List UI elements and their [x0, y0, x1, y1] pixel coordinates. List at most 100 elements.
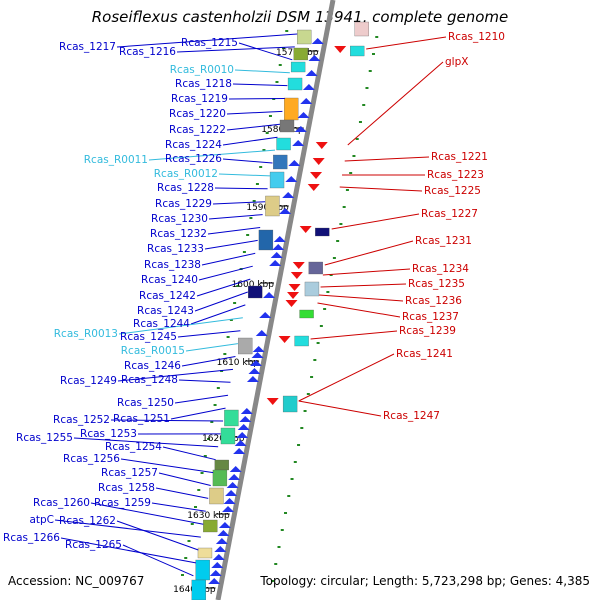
- reverse-gene-arrow: [288, 284, 301, 291]
- gene-block: [294, 335, 309, 347]
- left-gene-label: Rcas_1249: [60, 375, 117, 387]
- tick-mark-right: [358, 121, 362, 123]
- tick-mark-right: [345, 189, 349, 191]
- forward-gene-arrow: [282, 192, 295, 198]
- tick-mark-right: [342, 206, 346, 208]
- tick-mark-right: [313, 359, 317, 361]
- leader-line: [234, 69, 290, 74]
- tick-mark-left: [213, 404, 217, 406]
- forward-gene-arrow: [273, 236, 286, 242]
- tick-mark-right: [310, 376, 314, 378]
- forward-gene-arrow: [246, 376, 259, 382]
- gene-block: [212, 469, 228, 487]
- right-gene-label: Rcas_1234: [412, 263, 469, 275]
- leader-line: [222, 136, 278, 146]
- topology-summary: Topology: circular; Length: 5,723,298 bp…: [260, 574, 590, 588]
- leader-line: [116, 520, 199, 551]
- leader-line: [178, 379, 231, 383]
- leader-line: [177, 330, 241, 338]
- gene-block: [209, 487, 224, 505]
- right-gene-label: Rcas_1241: [396, 348, 453, 360]
- leader-line: [226, 123, 280, 131]
- gene-block: [350, 45, 365, 57]
- tick-mark-left: [259, 166, 263, 168]
- tick-mark-right: [336, 240, 340, 242]
- forward-gene-arrow: [228, 474, 241, 480]
- left-gene-label: Rcas_1254: [105, 441, 162, 453]
- left-gene-label: Rcas_1243: [137, 305, 194, 317]
- tick-mark-right: [280, 529, 284, 531]
- left-gene-label: Rcas_1252: [53, 414, 110, 426]
- leader-line: [194, 291, 248, 312]
- tick-mark-left: [249, 217, 253, 219]
- leader-line: [204, 239, 258, 250]
- forward-gene-arrow: [208, 578, 221, 584]
- left-gene-label: Rcas_R0011: [84, 154, 148, 166]
- left-gene-label: Rcas_1240: [141, 274, 198, 286]
- left-gene-label: Rcas_1255: [16, 432, 73, 444]
- left-gene-label: Rcas_1259: [94, 497, 151, 509]
- forward-gene-arrow: [222, 506, 235, 512]
- gene-block: [284, 97, 299, 121]
- gene-block: [214, 459, 229, 471]
- tick-mark-right: [277, 546, 281, 548]
- tick-mark-left: [242, 251, 246, 253]
- reverse-gene-arrow: [334, 46, 347, 53]
- forward-gene-arrow: [240, 408, 253, 414]
- tick-mark-right: [297, 444, 301, 446]
- leader-line: [298, 400, 382, 417]
- gene-block: [248, 285, 263, 299]
- leader-line: [122, 544, 194, 577]
- tick-mark-right: [287, 495, 291, 497]
- gene-block: [195, 559, 210, 581]
- reverse-gene-arrow: [292, 262, 305, 269]
- tick-mark-right: [274, 563, 278, 565]
- forward-gene-arrow: [269, 260, 282, 266]
- tick-mark-right: [306, 393, 310, 395]
- leader-line: [214, 187, 268, 190]
- backbone: [215, 0, 336, 600]
- reverse-gene-arrow: [278, 336, 291, 343]
- forward-gene-arrow: [311, 38, 324, 44]
- leader-line: [155, 487, 209, 499]
- leader-line: [162, 446, 216, 461]
- tick-mark-left: [246, 234, 250, 236]
- left-gene-label: Rcas_1242: [139, 290, 196, 302]
- leader-line: [176, 46, 295, 53]
- forward-gene-arrow: [211, 562, 224, 568]
- forward-gene-arrow: [239, 416, 252, 422]
- tick-mark-right: [339, 223, 343, 225]
- right-gene-label: Rcas_1237: [402, 311, 459, 323]
- tick-mark-right: [270, 580, 274, 582]
- leader-line: [110, 419, 224, 422]
- gene-block: [287, 77, 303, 91]
- kbp-label: 1610 kbp: [217, 358, 260, 368]
- leader-line: [73, 437, 219, 448]
- gene-block: [238, 337, 253, 355]
- left-gene-label: Rcas_1218: [175, 78, 232, 90]
- tick-mark-left: [268, 115, 272, 117]
- forward-gene-arrow: [248, 368, 261, 374]
- backbone-layer: [215, 0, 336, 600]
- tick-mark-left: [226, 336, 230, 338]
- leader-line: [331, 213, 420, 230]
- tick-mark-right: [290, 478, 294, 480]
- left-gene-label: Rcas_1220: [169, 108, 226, 120]
- gene-block: [354, 21, 369, 37]
- tick-mark-left: [194, 506, 198, 508]
- forward-gene-arrow: [255, 330, 268, 336]
- left-gene-label: Rcas_R0015: [121, 345, 185, 357]
- gene-block: [297, 29, 312, 45]
- kbp-label: 1600 kbp: [232, 280, 275, 290]
- tick-mark-left: [184, 557, 188, 559]
- forward-gene-arrow: [292, 140, 305, 146]
- forward-gene-arrow: [218, 522, 231, 528]
- reverse-gene-arrow: [315, 142, 328, 149]
- tick-mark-left: [203, 455, 207, 457]
- leader-line: [318, 294, 404, 302]
- left-gene-label: Rcas_1257: [101, 467, 158, 479]
- reverse-gene-arrow: [290, 272, 303, 279]
- forward-gene-arrow: [234, 440, 247, 446]
- right-gene-label: Rcas_1227: [421, 208, 478, 220]
- tick-mark-right: [293, 461, 297, 463]
